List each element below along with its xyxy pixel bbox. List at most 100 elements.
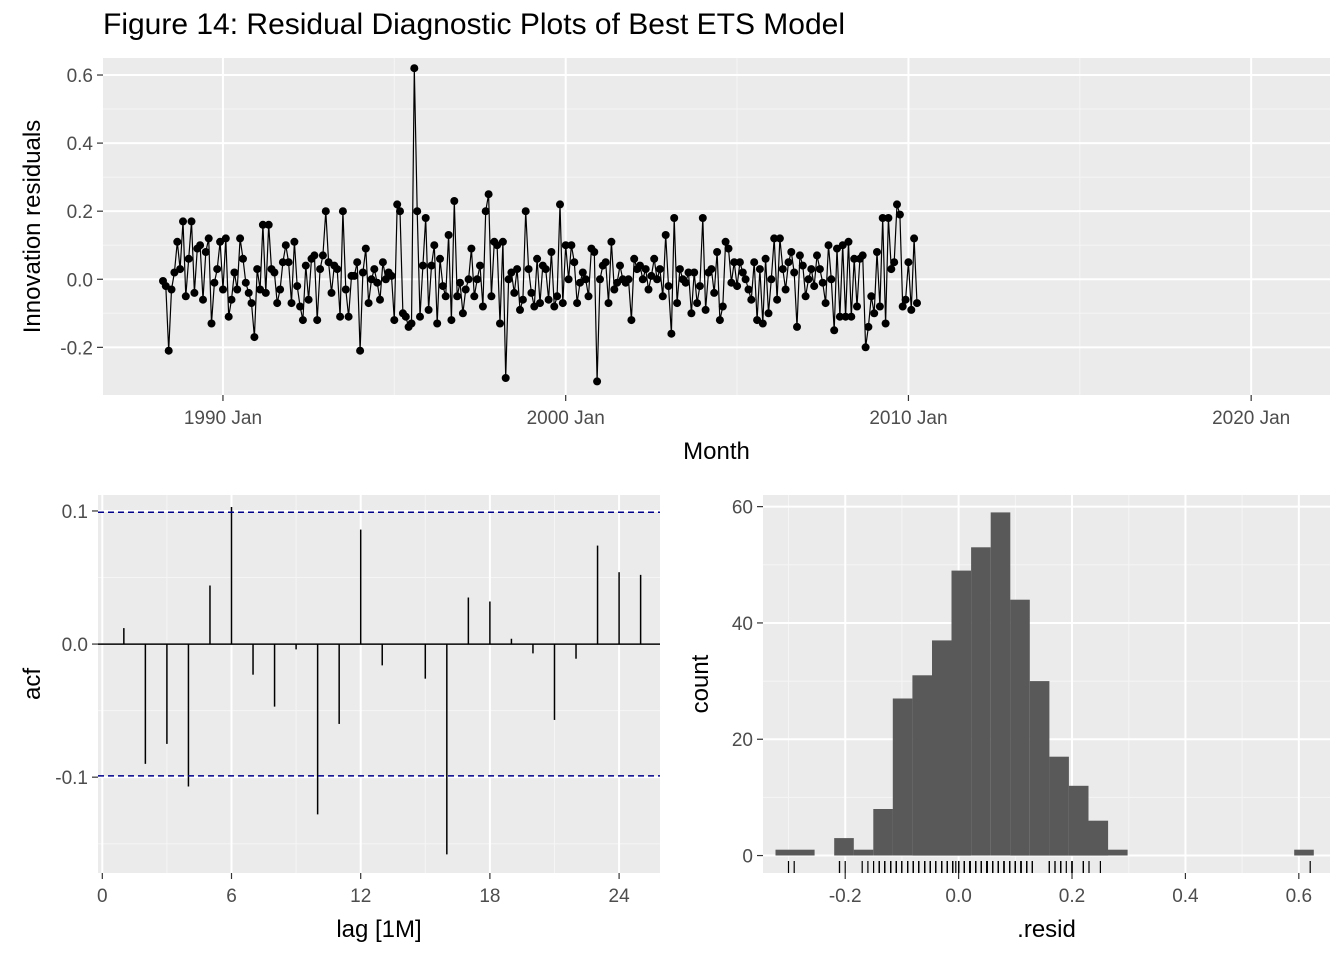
residual-point	[427, 261, 436, 270]
x-tick-label: 0.2	[1059, 886, 1085, 907]
residual-point	[658, 292, 667, 301]
histogram-bar	[990, 512, 1011, 856]
residual-point	[793, 322, 801, 331]
residual-point	[278, 258, 287, 267]
residual-point	[878, 214, 887, 222]
residual-point	[413, 207, 422, 216]
residual-point	[721, 237, 730, 246]
residual-point	[393, 200, 402, 209]
residual-point	[458, 309, 467, 318]
residual-point	[518, 295, 527, 304]
residual-point	[887, 265, 896, 274]
residual-point	[247, 299, 256, 308]
residual-point	[821, 299, 830, 308]
residual-point	[481, 207, 490, 216]
residual-point	[747, 295, 756, 304]
residual-point	[239, 254, 247, 263]
residual-point	[233, 285, 242, 294]
residual-point	[853, 302, 861, 311]
residual-point	[673, 299, 682, 308]
residual-point	[730, 258, 739, 267]
residual-point	[875, 302, 884, 311]
residual-point	[478, 302, 487, 311]
residual-point	[718, 302, 727, 311]
residual-point	[321, 207, 330, 216]
histogram-panel: -0.2 0.0 0.2 0.4 0.6 0 20 40 60 .resid count	[687, 495, 1330, 943]
residual-point	[407, 319, 416, 328]
residual-point	[281, 241, 290, 250]
residual-point	[364, 299, 373, 308]
y-tick-label: 0	[742, 847, 753, 868]
histogram-bar	[912, 675, 932, 856]
residual-point	[516, 305, 524, 314]
residual-point	[284, 258, 293, 267]
x-tick-label: 2020 Jan	[1212, 408, 1290, 429]
residual-point	[596, 275, 604, 284]
histogram-bar	[1049, 756, 1069, 856]
residual-point	[607, 237, 616, 246]
residual-point	[838, 241, 847, 250]
residual-point	[361, 244, 370, 253]
residual-point	[644, 285, 653, 294]
residual-point	[815, 265, 824, 274]
residual-point	[390, 316, 399, 325]
y-tick-label: 0.1	[62, 502, 88, 523]
residual-point	[564, 275, 573, 284]
residual-point	[313, 316, 322, 325]
residual-point	[221, 234, 230, 243]
residual-point	[573, 299, 582, 308]
residual-point	[581, 275, 590, 284]
residual-point	[775, 234, 784, 243]
residual-point	[627, 316, 636, 325]
residual-point	[556, 200, 564, 209]
residual-point	[521, 207, 530, 216]
residual-point	[467, 244, 476, 253]
residual-point	[341, 285, 350, 294]
x-tick-label: 1990 Jan	[184, 408, 262, 429]
residual-point	[244, 288, 253, 297]
residual-point	[396, 207, 404, 216]
residual-point	[690, 268, 699, 277]
residual-point	[293, 282, 302, 291]
residual-point	[501, 374, 510, 382]
residual-point	[667, 329, 676, 338]
residual-point	[835, 312, 844, 321]
residual-point	[738, 268, 747, 277]
residual-point	[470, 292, 479, 301]
residual-point	[416, 312, 424, 321]
residual-point	[550, 302, 559, 311]
residual-point	[547, 248, 556, 256]
residual-point	[553, 292, 562, 301]
residual-point	[204, 234, 213, 243]
y-tick-label: 0.0	[67, 270, 93, 291]
residual-point	[213, 265, 222, 274]
residual-point	[290, 237, 299, 246]
residual-point	[810, 282, 819, 291]
residual-point	[578, 268, 587, 277]
residual-point	[844, 237, 853, 246]
residual-point	[798, 261, 807, 270]
x-tick-label: 0.6	[1286, 886, 1312, 907]
y-axis-title: Innovation residuals	[19, 120, 46, 333]
residual-point	[344, 312, 353, 321]
histogram-bar	[951, 570, 972, 856]
residual-point	[230, 268, 239, 277]
residual-point	[424, 305, 433, 314]
y-axis-title: acf	[19, 668, 46, 700]
residual-point	[250, 333, 259, 342]
residual-point	[895, 210, 904, 219]
residual-point	[318, 251, 327, 260]
y-tick-label: 40	[732, 614, 753, 635]
residual-point	[755, 265, 764, 274]
residual-point	[436, 254, 444, 263]
histogram-bar	[1029, 681, 1050, 856]
residual-point	[444, 231, 453, 239]
residual-point	[604, 299, 613, 308]
x-tick-label: 0	[97, 886, 108, 907]
y-tick-label: -0.1	[55, 768, 88, 789]
residual-point	[173, 237, 182, 246]
x-tick-label: 2010 Jan	[869, 408, 947, 429]
residual-point	[661, 231, 670, 239]
residual-point	[261, 288, 270, 297]
residual-point	[733, 282, 742, 291]
